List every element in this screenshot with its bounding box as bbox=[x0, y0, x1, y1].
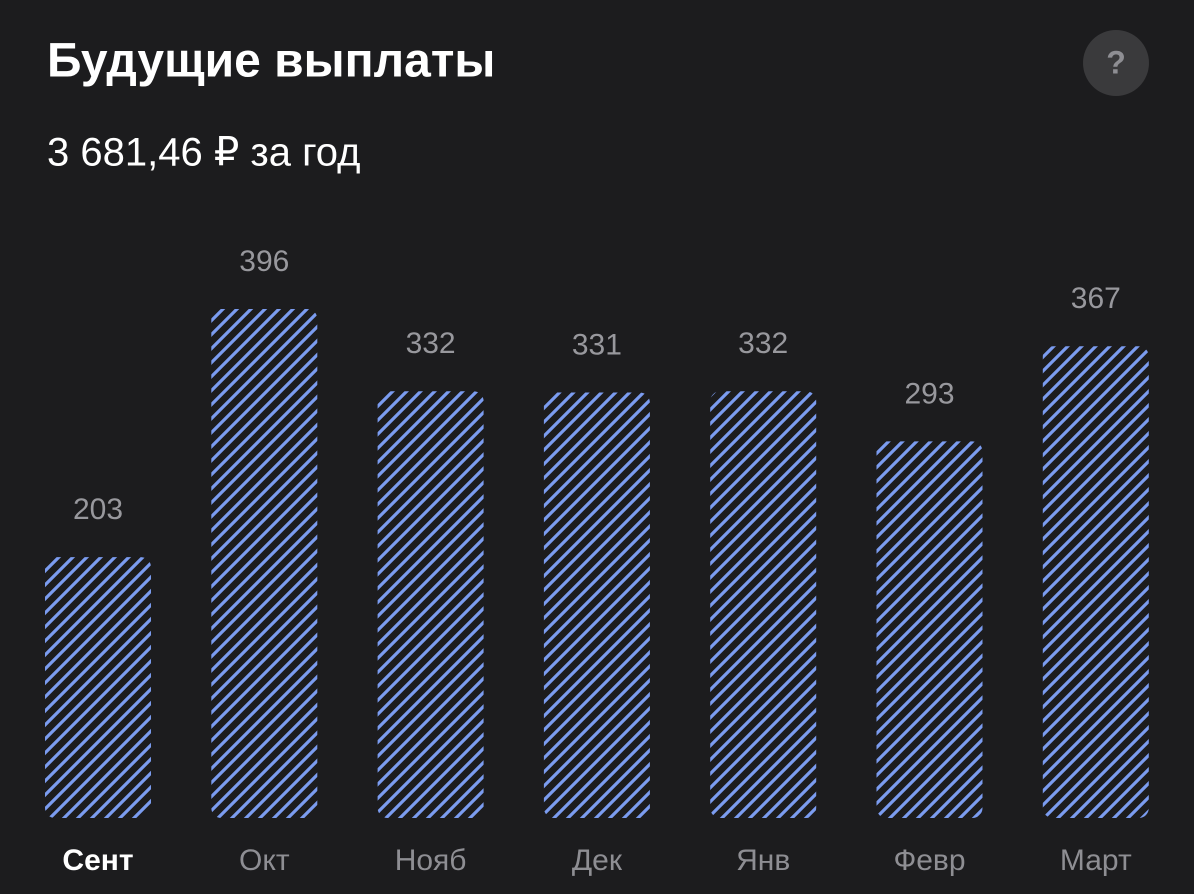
bar bbox=[876, 441, 983, 818]
bar bbox=[45, 557, 151, 818]
x-tick-label: Нояб bbox=[395, 844, 467, 877]
bar bbox=[377, 391, 484, 818]
x-tick-label: Дек bbox=[572, 844, 623, 877]
x-tick-label: Янв bbox=[736, 844, 790, 877]
help-button[interactable]: ? bbox=[1083, 30, 1149, 96]
value-label: 332 bbox=[738, 327, 788, 360]
x-tick-label: Сент bbox=[62, 844, 133, 877]
x-tick-label: Март bbox=[1060, 844, 1132, 877]
x-tick-label: Окт bbox=[239, 844, 290, 877]
bar bbox=[1042, 346, 1149, 818]
help-circle[interactable] bbox=[1083, 30, 1149, 96]
value-label: 331 bbox=[572, 328, 622, 361]
value-label: 203 bbox=[73, 493, 123, 526]
x-tick-label: Февр bbox=[893, 844, 965, 877]
value-label: 332 bbox=[406, 327, 456, 360]
chart-title: Будущие выплаты bbox=[47, 35, 495, 88]
bar bbox=[543, 392, 650, 818]
bar bbox=[710, 391, 817, 818]
value-label: 367 bbox=[1071, 282, 1121, 315]
value-label: 293 bbox=[904, 377, 954, 410]
value-label: 396 bbox=[239, 245, 289, 278]
chart-subtitle: 3 681,46 ₽ за год bbox=[47, 131, 361, 175]
help-icon[interactable]: ? bbox=[1106, 44, 1126, 80]
bar bbox=[211, 309, 318, 818]
